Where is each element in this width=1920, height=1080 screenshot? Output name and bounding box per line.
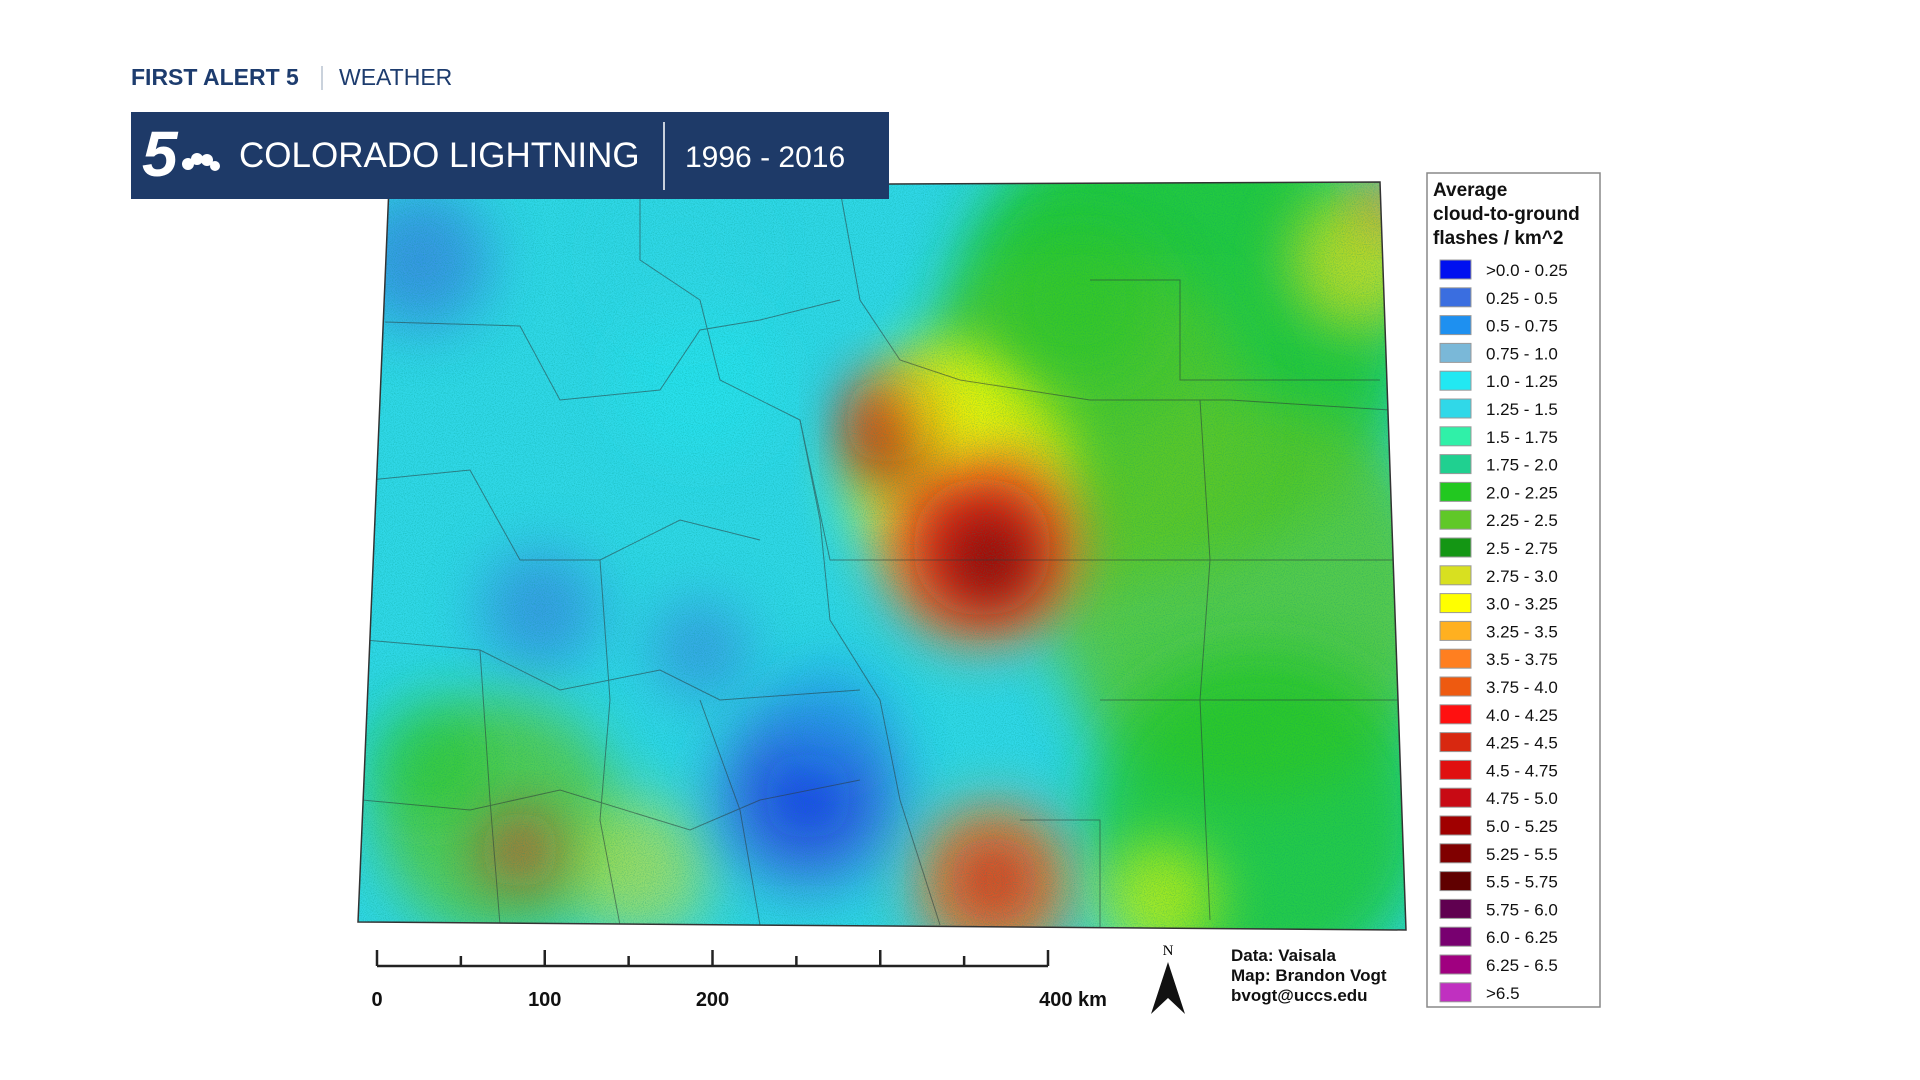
legend-swatch [1439,926,1472,947]
legend-label: 5.5 - 5.75 [1486,873,1558,892]
legend-label: 0.5 - 0.75 [1486,317,1558,336]
state-outline [357,181,1407,931]
legend-label: >0.0 - 0.25 [1486,261,1568,280]
legend-label: 2.0 - 2.25 [1486,483,1558,502]
legend-swatch [1439,676,1472,697]
peacock-icon [182,153,220,171]
legend-swatch [1439,954,1472,975]
texture [358,182,1406,930]
legend-swatch [1439,759,1472,780]
legend [1426,172,1601,1008]
legend-swatch [1439,593,1472,614]
north-arrow: N [1151,943,1185,1014]
legend-swatch [1439,732,1472,753]
legend-label: 6.0 - 6.25 [1486,928,1558,947]
section: WEATHER [339,64,452,90]
legend-label: 4.5 - 4.75 [1486,761,1558,780]
credit-line: Map: Brandon Vogt [1231,966,1387,985]
legend-label: 5.75 - 6.0 [1486,900,1558,919]
scale-bar: 0 100 200 400 km [371,950,1107,1011]
legend-title: Average cloud-to-ground flashes / km^2 [1433,180,1580,249]
legend-swatch [1439,871,1472,892]
county-lines [361,189,1400,930]
legend-swatch [1439,481,1472,502]
legend-label: 4.25 - 4.5 [1486,734,1558,753]
legend-swatch [1439,787,1472,808]
legend-label: 3.0 - 3.25 [1486,595,1558,614]
legend-label: 3.25 - 3.5 [1486,622,1558,641]
legend-swatch [1439,815,1472,836]
banner-years: 1996 - 2016 [685,141,845,174]
legend-label: >6.5 [1486,984,1520,1003]
legend-swatch [1439,565,1472,586]
legend-swatch [1439,259,1472,280]
scale-label: 0 [371,989,382,1011]
legend-swatch [1439,454,1472,475]
legend-label: 1.5 - 1.75 [1486,428,1558,447]
legend-label: 2.25 - 2.5 [1486,511,1558,530]
legend-label: 2.75 - 3.0 [1486,567,1558,586]
legend-swatch [1439,648,1472,669]
legend-label: 1.25 - 1.5 [1486,400,1558,419]
legend-swatch [1439,342,1472,363]
scale-label: 400 km [1039,989,1107,1011]
credit-line: bvogt@uccs.edu [1231,986,1368,1005]
legend-label: 3.5 - 3.75 [1486,650,1558,669]
legend-label: 6.25 - 6.5 [1486,956,1558,975]
legend-swatch [1439,843,1472,864]
legend-swatch [1439,537,1472,558]
legend-label: 3.75 - 4.0 [1486,678,1558,697]
legend-label: 1.0 - 1.25 [1486,372,1558,391]
legend-label: 1.75 - 2.0 [1486,456,1558,475]
legend-label: 5.0 - 5.25 [1486,817,1558,836]
legend-swatch [1439,398,1472,419]
legend-swatch [1439,620,1472,641]
legend-swatch [1439,509,1472,530]
legend-swatch [1439,704,1472,725]
legend-swatch [1439,898,1472,919]
legend-label: 4.0 - 4.25 [1486,706,1558,725]
scale-label: 100 [528,989,561,1011]
banner [131,112,889,199]
lightning-map [358,182,1406,930]
legend-label: 2.5 - 2.75 [1486,539,1558,558]
banner-title: COLORADO LIGHTNING [239,136,640,175]
credit-line: Data: Vaisala [1231,946,1336,965]
legend-swatch [1439,315,1472,336]
scale-label: 200 [696,989,729,1011]
legend-label: 0.75 - 1.0 [1486,344,1558,363]
legend-items: Average cloud-to-ground flashes / km^2 >0.0… [1433,180,1580,1003]
legend-swatch [1439,982,1472,1003]
legend-label: 4.75 - 5.0 [1486,789,1558,808]
legend-label: 5.25 - 5.5 [1486,845,1558,864]
legend-swatch [1439,287,1472,308]
brand: FIRST ALERT 5 [131,64,299,90]
legend-swatch [1439,426,1472,447]
legend-swatch [1439,370,1472,391]
logo: 5 [142,118,179,190]
north-label: N [1163,943,1174,959]
legend-label: 0.25 - 0.5 [1486,289,1558,308]
